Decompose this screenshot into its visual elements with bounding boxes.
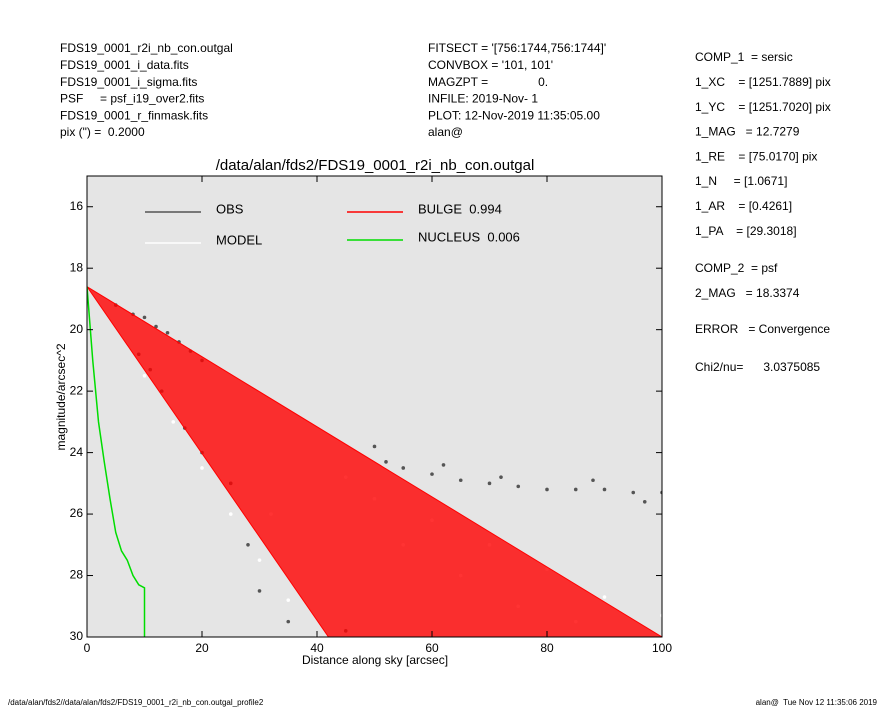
plot-frame: [86, 175, 663, 638]
nucleus-line: [87, 286, 146, 637]
data-point: [200, 466, 204, 470]
header-middle-line: FITSECT = '[756:1744,756:1744]': [428, 41, 606, 55]
x-tick-label: 40: [310, 641, 324, 655]
y-tick-label: 30: [70, 629, 84, 643]
header-left-line: FDS19_0001_r2i_nb_con.outgal: [60, 41, 233, 55]
side-panel-line: 1_RE = [75.0170] pix: [695, 149, 817, 163]
data-point: [602, 487, 607, 492]
header-middle-line: alan@: [428, 125, 463, 139]
data-point: [372, 444, 377, 449]
x-tick-label: 80: [540, 641, 554, 655]
data-point: [154, 324, 158, 329]
side-panel-line: 1_AR = [0.4261]: [695, 199, 792, 213]
y-tick-label: 24: [70, 445, 84, 459]
data-point: [642, 499, 647, 504]
side-panel-line: 2_MAG = 18.3374: [695, 286, 800, 300]
side-panel-line: COMP_1 = sersic: [695, 50, 793, 64]
legend-label: OBS: [216, 201, 244, 216]
data-point: [286, 619, 291, 624]
data-point: [246, 543, 250, 547]
legend-label: BULGE 0.994: [418, 201, 502, 216]
chart-title: /data/alan/fds2/FDS19_0001_r2i_nb_con.ou…: [216, 157, 535, 174]
header-left-line: pix (") = 0.2000: [60, 125, 145, 139]
header-middle-line: INFILE: 2019-Nov- 1: [428, 92, 538, 106]
data-point: [602, 595, 607, 599]
data-point: [516, 484, 521, 489]
header-left-line: PSF = psf_i19_over2.fits: [60, 92, 204, 106]
footer-right: alan@ Tue Nov 12 11:35:06 2019: [756, 698, 878, 707]
x-tick-label: 0: [84, 641, 91, 655]
data-point: [441, 463, 446, 467]
header-middle-line: PLOT: 12-Nov-2019 11:35:05.00: [428, 108, 600, 122]
y-tick-label: 22: [70, 383, 84, 397]
header-left-line: FDS19_0001_r_finmask.fits: [60, 108, 208, 122]
x-tick-label: 60: [425, 641, 439, 655]
header-left-line: FDS19_0001_i_sigma.fits: [60, 75, 197, 89]
y-tick-label: 28: [70, 568, 84, 582]
side-panel-line: 1_PA = [29.3018]: [695, 224, 797, 238]
legend-label: NUCLEUS 0.006: [418, 229, 520, 244]
data-point: [286, 598, 291, 602]
data-point: [499, 475, 503, 479]
y-tick-label: 26: [70, 506, 84, 520]
header-left-line: FDS19_0001_i_data.fits: [60, 58, 189, 72]
side-panel-line: 1_YC = [1251.7020] pix: [695, 100, 831, 114]
data-point: [401, 466, 406, 470]
x-tick-label: 100: [652, 641, 672, 655]
data-point: [430, 472, 434, 476]
header-middle-line: CONVBOX = '101, 101': [428, 58, 553, 72]
side-panel-line: ERROR = Convergence: [695, 322, 830, 336]
data-point: [257, 558, 262, 562]
side-panel-line: Chi2/nu= 3.0375085: [695, 360, 820, 374]
side-panel-line: 1_MAG = 12.7279: [695, 125, 800, 139]
header-middle-line: MAGZPT = 0.: [428, 75, 548, 89]
x-axis-label: Distance along sky [arcsec]: [302, 653, 448, 667]
side-panel-line: 1_N = [1.0671]: [695, 174, 787, 188]
data-point: [573, 487, 578, 492]
y-axis-label: magnitude/arcsec^2: [54, 343, 68, 450]
y-tick-label: 20: [70, 322, 84, 336]
legend-label: MODEL: [216, 232, 262, 247]
y-tick-label: 16: [70, 199, 84, 213]
side-panel-line: COMP_2 = psf: [695, 261, 778, 275]
x-tick-label: 20: [195, 641, 209, 655]
data-point: [228, 512, 233, 516]
data-point: [142, 315, 147, 320]
data-point: [591, 478, 595, 483]
data-point: [487, 481, 492, 486]
y-tick-label: 18: [70, 260, 84, 274]
data-layer: [87, 286, 662, 637]
footer-left: /data/alan/fds2//data/alan/fds2/FDS19_00…: [8, 698, 264, 707]
data-point: [257, 589, 262, 593]
bulge-area: [87, 286, 662, 637]
data-point: [545, 487, 549, 492]
data-point: [165, 330, 170, 335]
data-point: [631, 490, 636, 495]
data-point: [171, 420, 176, 424]
side-panel-line: 1_XC = [1251.7889] pix: [695, 75, 831, 89]
data-point: [458, 478, 463, 483]
data-point: [142, 373, 147, 378]
data-point: [384, 460, 388, 464]
